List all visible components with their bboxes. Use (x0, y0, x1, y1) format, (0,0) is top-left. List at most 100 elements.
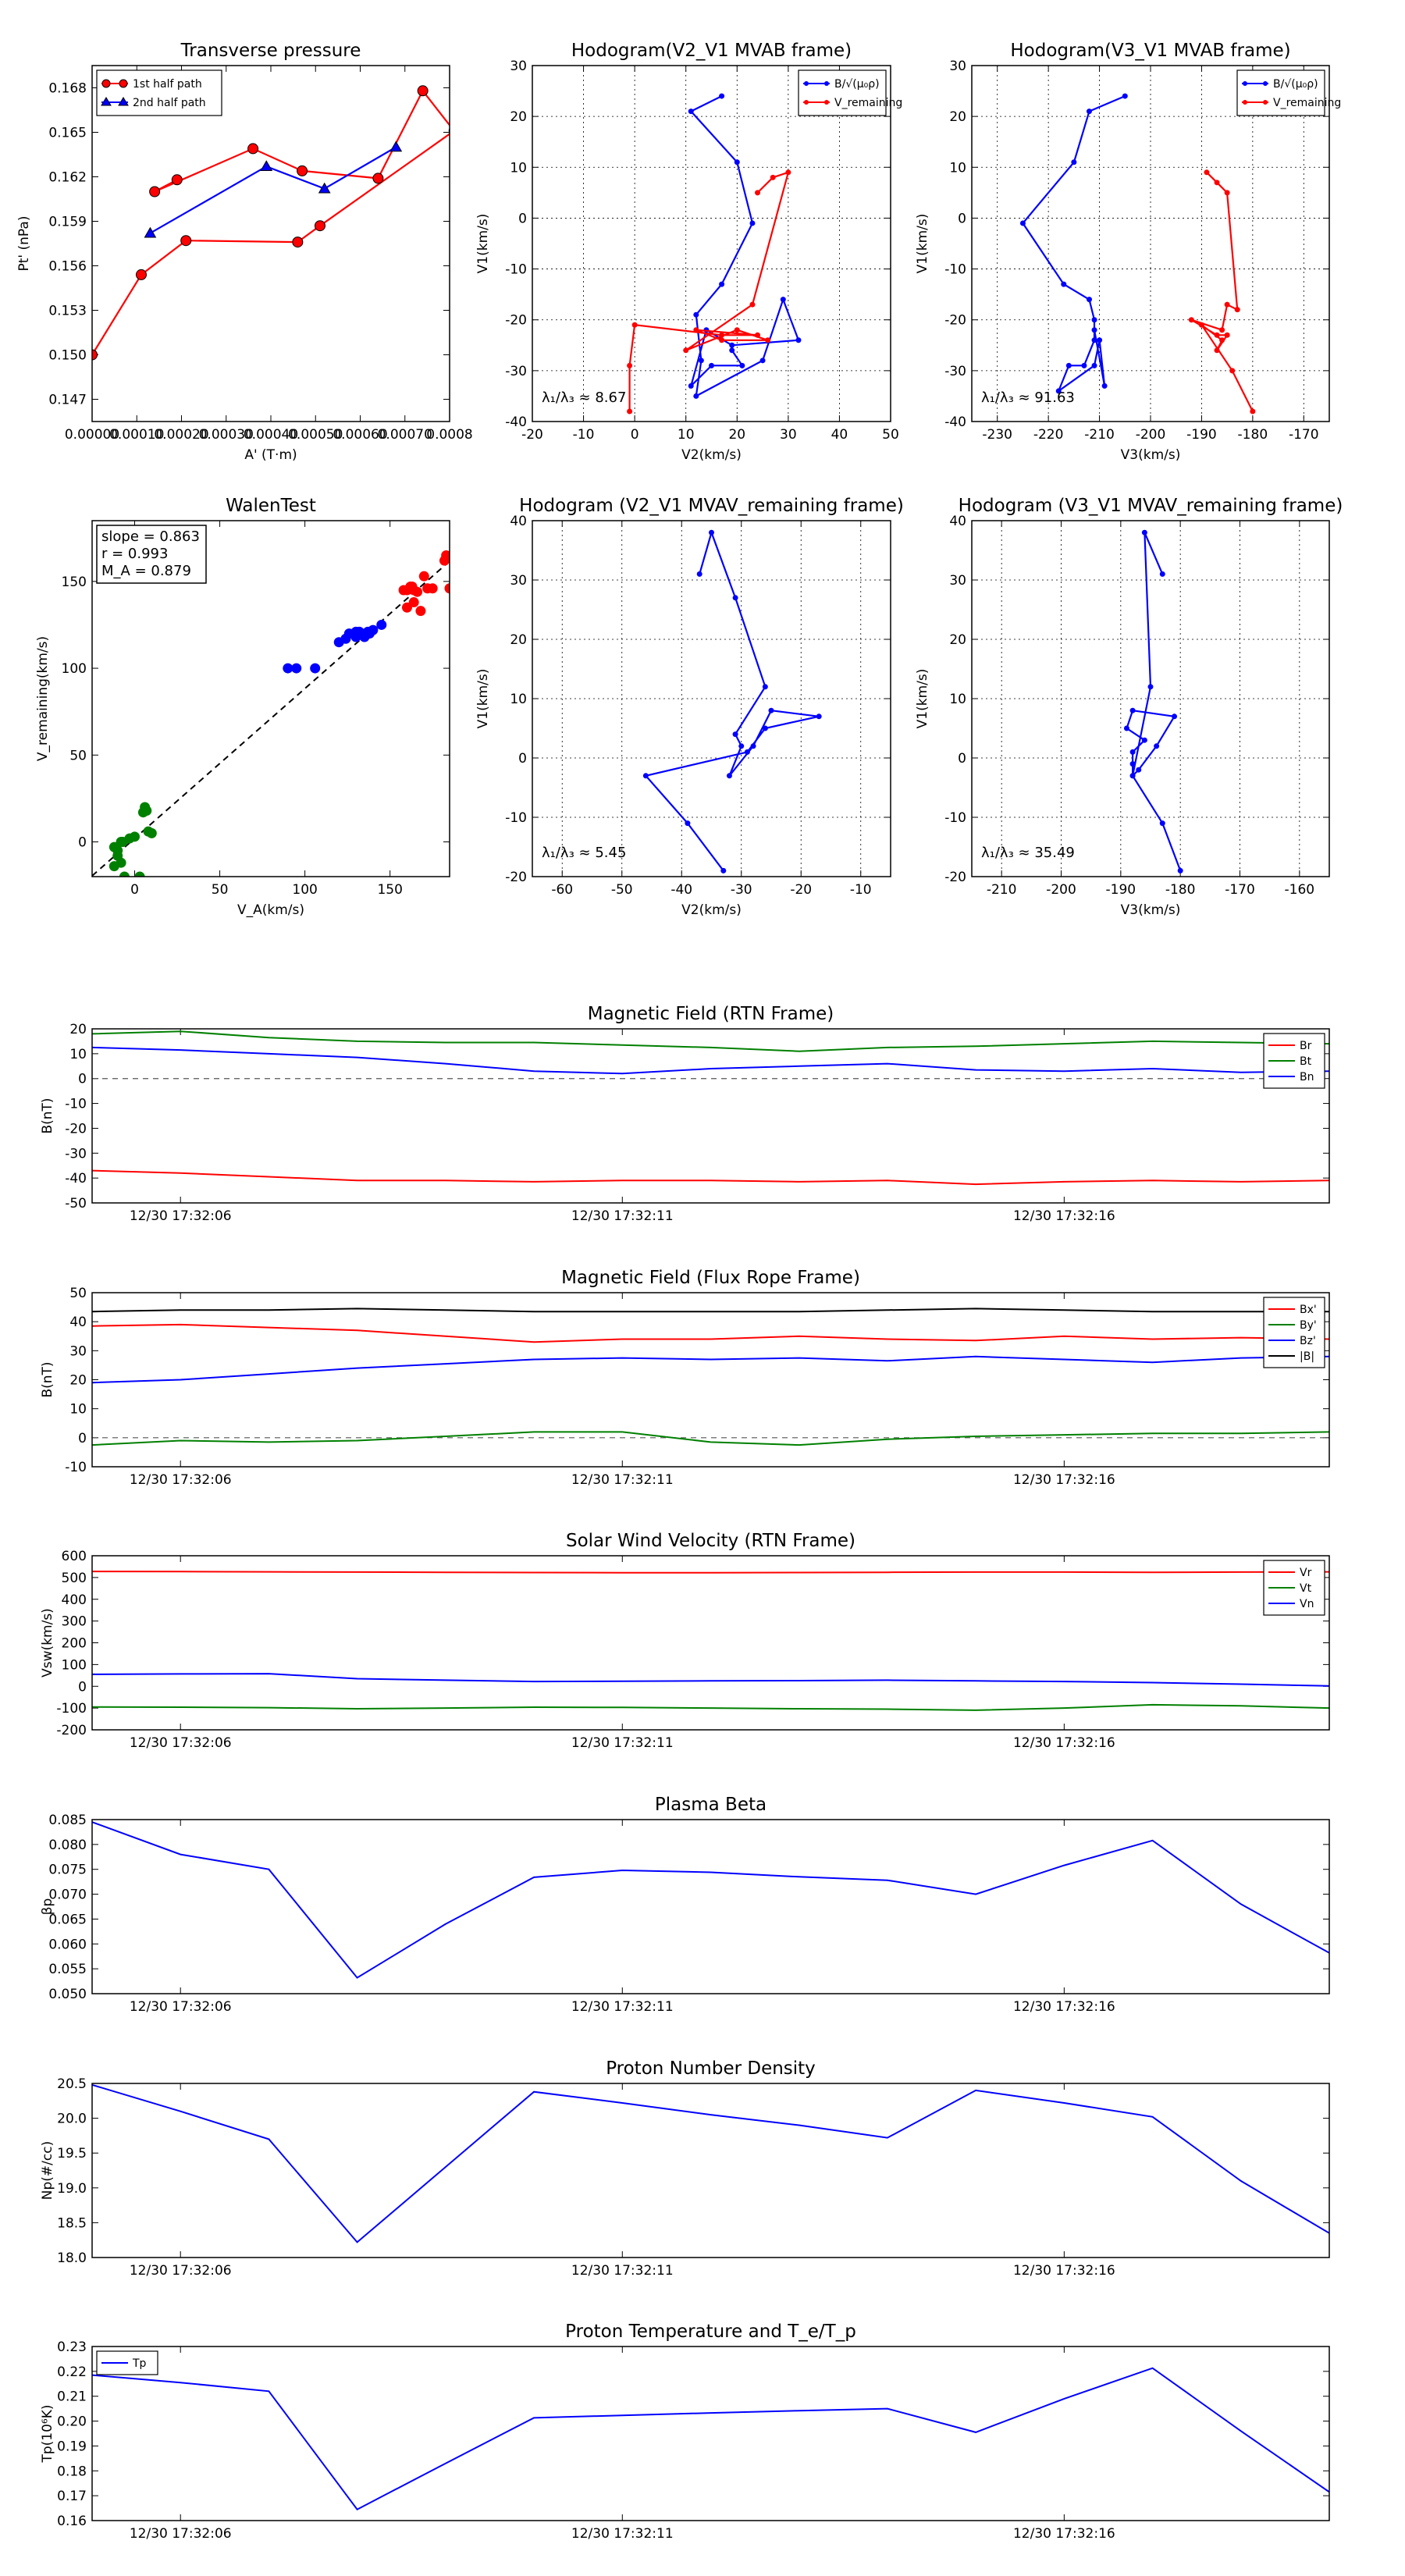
data-point (260, 160, 273, 171)
data-point (134, 871, 145, 877)
data-point (732, 595, 738, 601)
series-line-Tp (92, 2367, 1329, 2510)
y-tick-label: 0.16 (57, 2514, 87, 2529)
x-tick-label: 12/30 17:32:16 (1013, 1208, 1115, 1224)
data-point (171, 174, 183, 186)
annotation-text: λ₁/λ₃ ≈ 91.63 (981, 390, 1075, 406)
series-line-B/√(μ₀ρ) (689, 95, 800, 398)
y-tick-label: 30 (510, 59, 527, 74)
x-tick-label: 50 (882, 427, 899, 443)
data-point (1141, 737, 1147, 743)
x-axis-label: V3(km/s) (1121, 447, 1181, 463)
x-tick-label: 12/30 17:32:11 (571, 2526, 674, 2542)
data-point (780, 297, 786, 303)
x-axis-label: V3(km/s) (1121, 902, 1181, 918)
y-tick-label: -100 (56, 1701, 87, 1717)
data-point (362, 626, 373, 637)
data-point (444, 583, 450, 594)
y-tick-label: 100 (62, 661, 87, 677)
data-point (119, 871, 130, 877)
y-tick-label: 20 (949, 109, 966, 125)
data-point (1086, 297, 1092, 303)
y-tick-label: 600 (62, 1549, 87, 1564)
y-tick-label: 300 (62, 1614, 87, 1630)
x-tick-label: 12/30 17:32:16 (1013, 1999, 1115, 2015)
data-point (1086, 109, 1092, 115)
legend-label: |B| (1300, 1350, 1314, 1363)
x-tick-label: 0.00060 (333, 427, 387, 443)
x-tick-label: -30 (731, 882, 752, 898)
data-point (376, 619, 387, 630)
data-point (1091, 337, 1097, 343)
chart-mag_fr: Magnetic Field (Flux Rope Frame) -10 0 10 20… (40, 1268, 1330, 1488)
plot-area (1123, 529, 1183, 873)
y-tick-label: 0.21 (57, 2389, 87, 2405)
x-tick-label: -170 (1225, 882, 1255, 898)
chart-beta: Plasma Beta 0.050 0.055 0.060 0.065 0.070 0.07… (40, 1795, 1330, 2015)
series-line-Bz' (92, 1355, 1329, 1384)
x-tick-label: 12/30 17:32:11 (571, 1735, 674, 1751)
data-point (408, 597, 419, 608)
y-tick-label: 20 (949, 632, 966, 648)
y-tick-label: 0 (518, 211, 527, 226)
y-tick-label: -10 (944, 262, 966, 278)
data-point (1214, 347, 1220, 354)
y-tick-label: 40 (69, 1315, 87, 1330)
y-tick-label: 0 (78, 1431, 87, 1446)
plot-area (92, 85, 450, 361)
data-point (1071, 159, 1077, 165)
legend-box (1236, 69, 1325, 116)
x-tick-label: 12/30 17:32:16 (1013, 1735, 1115, 1751)
data-point (738, 743, 745, 749)
chart-hodo4: Hodogram (V3_V1 MVAV_remaining frame) -20… (915, 496, 1343, 918)
data-point (688, 382, 694, 389)
x-tick-label: -40 (670, 882, 692, 898)
data-point (1219, 327, 1225, 333)
legend: B/√(μ₀ρ) V_remaining (1236, 69, 1341, 116)
data-point (734, 159, 740, 165)
y-tick-label: 30 (510, 573, 527, 589)
legend: Tp (96, 2350, 158, 2375)
legend-label: Bt (1300, 1055, 1312, 1068)
legend: Br Bt Bn (1263, 1033, 1325, 1089)
x-tick-label: 0.00040 (244, 427, 298, 443)
fit-line (92, 560, 450, 877)
plot-area (92, 550, 450, 877)
y-tick-label: -30 (944, 364, 966, 379)
y-axis-label: βp (40, 1898, 55, 1916)
plot-frame (532, 520, 891, 877)
y-tick-label: 18.0 (57, 2250, 87, 2266)
y-tick-label: 500 (62, 1571, 87, 1586)
y-tick-label: 0.18 (57, 2464, 87, 2479)
y-tick-label: 20.5 (57, 2076, 87, 2092)
x-tick-label: -10 (850, 882, 872, 898)
legend-marker (824, 81, 829, 86)
data-point (734, 327, 740, 333)
series-line-beta (92, 1821, 1329, 1979)
data-point (1224, 332, 1230, 338)
y-tick-label: -20 (944, 313, 966, 329)
plot-frame (91, 65, 450, 422)
x-tick-label: -180 (1165, 882, 1196, 898)
x-tick-label: 150 (377, 882, 402, 898)
data-point (755, 332, 761, 338)
data-point (1019, 220, 1026, 226)
legend-marker (101, 79, 111, 88)
y-tick-label: 50 (69, 748, 87, 763)
y-tick-label: 10 (510, 160, 527, 176)
data-point (291, 663, 302, 674)
legend-label: Vt (1300, 1582, 1312, 1595)
y-tick-label: 30 (949, 59, 966, 74)
legend-marker (824, 100, 829, 105)
data-point (1101, 382, 1108, 389)
chart-title: Hodogram (V2_V1 MVAV_remaining frame) (519, 496, 904, 516)
series-line-1st half path (92, 89, 450, 356)
x-axis-label: V_A(km/s) (237, 902, 304, 918)
x-tick-label: 100 (292, 882, 317, 898)
data-point (683, 347, 689, 354)
annotation-text: λ₁/λ₃ ≈ 8.67 (542, 390, 626, 406)
plot-area (92, 1571, 1329, 1711)
x-tick-label: 12/30 17:32:11 (571, 2263, 674, 2279)
legend-marker (804, 100, 809, 105)
y-tick-label: 20 (69, 1373, 87, 1389)
